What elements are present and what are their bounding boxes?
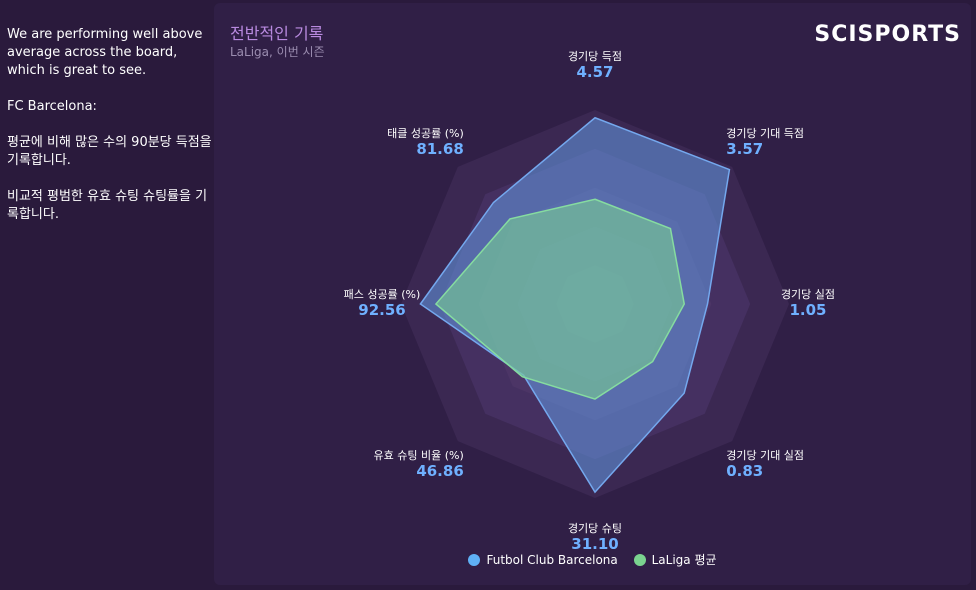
axis-value-5: 46.86 xyxy=(416,462,463,480)
axis-value-6: 92.56 xyxy=(358,301,405,319)
scisports-logo: SCISPORTS xyxy=(814,22,961,47)
axis-label-7: 태클 성공률 (%) xyxy=(387,127,464,140)
card-subtitle: LaLiga, 이번 시즌 xyxy=(230,45,325,59)
axis-value-4: 31.10 xyxy=(571,535,618,553)
legend-item-barcelona[interactable]: Futbol Club Barcelona xyxy=(468,552,618,567)
axis-value-2: 1.05 xyxy=(789,301,826,319)
axis-value-1: 3.57 xyxy=(726,140,763,158)
strength-text: 평균에 비해 많은 수의 90분당 득점을 기록합니다. xyxy=(7,135,212,168)
axis-label-0: 경기당 득점 xyxy=(568,50,622,63)
chart-legend: Futbol Club Barcelona LaLiga 평균 xyxy=(214,551,971,569)
team-heading: FC Barcelona: xyxy=(7,99,97,114)
legend-label-laliga: LaLiga 평균 xyxy=(651,553,717,567)
radar-card: 전반적인 기록 LaLiga, 이번 시즌 SCISPORTS 경기당 득점 4.… xyxy=(214,3,971,585)
weakness-text: 비교적 평범한 유효 슈팅 슈팅률을 기록합니다. xyxy=(7,189,208,222)
axis-label-4: 경기당 슈팅 xyxy=(568,522,622,535)
legend-item-laliga[interactable]: LaLiga 평균 xyxy=(633,551,717,568)
axis-label-1: 경기당 기대 득점 xyxy=(726,127,804,140)
axis-label-2: 경기당 실점 xyxy=(781,288,835,301)
summary-text: We are performing well above average acr… xyxy=(7,27,203,78)
legend-dot-laliga xyxy=(633,553,646,566)
axis-value-0: 4.57 xyxy=(576,63,613,81)
series-laliga-area xyxy=(434,198,686,400)
card-title: 전반적인 기록 xyxy=(230,24,324,43)
axis-value-7: 81.68 xyxy=(416,140,463,158)
insight-panel: We are performing well above average acr… xyxy=(0,0,212,590)
axis-label-5: 유효 슈팅 비율 (%) xyxy=(374,449,464,462)
axis-value-3: 0.83 xyxy=(726,462,763,480)
radar-chart: 경기당 득점4.57 경기당 기대 득점3.57 경기당 실점1.05 경기당 기대 … xyxy=(344,50,835,553)
legend-dot-barcelona xyxy=(468,553,481,566)
axis-label-6: 패스 성공률 (%) xyxy=(344,288,421,301)
axis-label-3: 경기당 기대 실점 xyxy=(726,449,804,462)
legend-label-barcelona: Futbol Club Barcelona xyxy=(486,552,618,567)
